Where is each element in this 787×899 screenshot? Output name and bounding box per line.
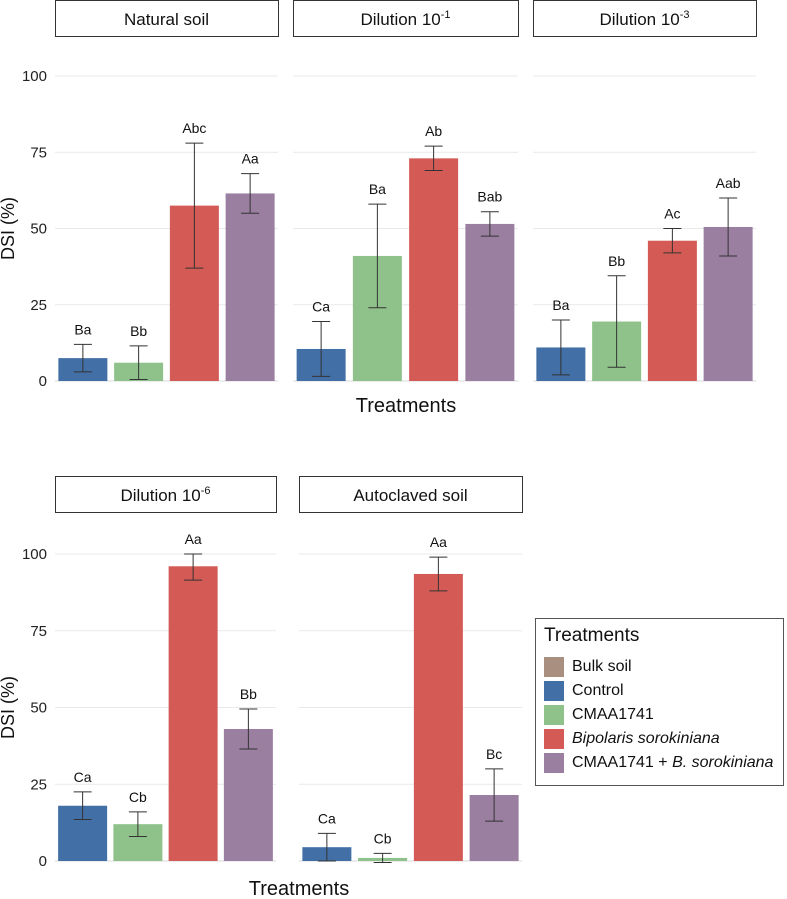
strip-box: [55, 0, 279, 37]
legend-swatch-bipolaris: [544, 729, 564, 749]
y-tick-label-0: 0: [39, 373, 47, 390]
significance-label-cmaa1741: Ba: [369, 181, 386, 197]
legend-label-combined-species: B. sorokiniana: [672, 754, 774, 771]
y-tick-label-25: 25: [30, 776, 47, 793]
legend-label-control: Control: [572, 682, 624, 699]
y-tick-label-100: 100: [22, 68, 47, 85]
significance-label-control: Ca: [312, 299, 330, 315]
significance-label-bipolaris-sorokiniana: Ac: [664, 206, 680, 222]
significance-label-bipolaris-sorokiniana: Aa: [430, 534, 447, 550]
significance-label-control: Ba: [74, 321, 91, 337]
strip-box: [293, 0, 519, 37]
significance-label-cmaa1741: Cb: [374, 830, 392, 846]
strip-label-exponent: -3: [680, 9, 690, 21]
strip-label: Autoclaved soil: [353, 486, 467, 505]
x-axis-title-bottom: Treatments: [249, 878, 349, 899]
strip-box: [299, 476, 523, 513]
y-tick-label-25: 25: [30, 297, 47, 314]
legend-label-bulk-soil: Bulk soil: [572, 658, 632, 675]
panel-natural-soil: Natural soil Ba Bb Abc Aa 0 25 50 75 100 DSI (%): [0, 0, 279, 390]
legend-label-combined: CMAA1741 + B. sorokiniana: [572, 754, 773, 772]
strip-box: [55, 476, 277, 513]
bar-bipolaris-sorokiniana: [647, 240, 697, 381]
legend-item-cmaa1741: CMAA1741: [544, 703, 775, 727]
legend-swatch-control: [544, 681, 564, 701]
panel-dilution-10-1: Dilution 10-1 Ca Ba Ab Bab: [293, 0, 519, 382]
legend-title: Treatments: [544, 625, 640, 646]
strip-label: Natural soil: [124, 10, 209, 29]
bar-cmaa1741-b-sorokiniana: [465, 223, 515, 381]
legend-label-bipolaris: Bipolaris sorokiniana: [572, 730, 720, 747]
y-tick-label-75: 75: [30, 623, 47, 640]
x-axis-title-top: Treatments: [356, 395, 456, 417]
significance-label-cmaa1741-b-sorokiniana: Aab: [716, 175, 741, 191]
bar-bipolaris-sorokiniana: [168, 566, 218, 861]
panel-dilution-10-3: Dilution 10-3 Ba Bb Ac Aab: [533, 0, 757, 382]
y-tick-label-50: 50: [30, 221, 47, 238]
strip-label: Dilution 10-6: [120, 485, 210, 505]
legend-item-bipolaris: Bipolaris sorokiniana: [544, 727, 775, 751]
legend-swatch-cmaa1741: [544, 705, 564, 725]
strip-label: Dilution 10-1: [360, 9, 450, 29]
significance-label-bipolaris-sorokiniana: Abc: [182, 120, 206, 136]
y-axis-title: DSI (%): [0, 197, 18, 260]
legend-item-combined: CMAA1741 + B. sorokiniana: [544, 751, 775, 775]
y-tick-label-100: 100: [22, 546, 47, 563]
significance-label-bipolaris-sorokiniana: Aa: [185, 531, 202, 547]
y-axis-title: DSI (%): [0, 676, 18, 739]
strip-label: Dilution 10-3: [599, 9, 689, 29]
legend-swatch-combined: [544, 753, 564, 773]
strip-label-exponent: -6: [201, 485, 211, 497]
significance-label-cmaa1741-b-sorokiniana: Bc: [486, 746, 502, 762]
legend-item-bulk-soil: Bulk soil: [544, 655, 775, 679]
bar-cmaa1741-b-sorokiniana: [225, 193, 275, 381]
bar-bipolaris-sorokiniana: [409, 158, 459, 381]
significance-label-cmaa1741-b-sorokiniana: Aa: [242, 151, 259, 167]
legend: Treatments Bulk soil Control CMAA1741 Bi…: [535, 618, 784, 786]
strip-box: [533, 0, 757, 37]
significance-label-control: Ca: [318, 810, 336, 826]
bar-cmaa1741-b-sorokiniana: [223, 728, 273, 861]
y-tick-label-0: 0: [39, 853, 47, 870]
strip-label-exponent: -1: [441, 9, 451, 21]
significance-label-control: Ca: [74, 769, 92, 785]
significance-label-bipolaris-sorokiniana: Ab: [425, 123, 442, 139]
panel-dilution-10-6: Dilution 10-6 Ca Cb Aa Bb 0 25 50 75 100 DSI (%): [0, 476, 277, 870]
legend-label-cmaa1741: CMAA1741: [572, 706, 654, 723]
significance-label-cmaa1741-b-sorokiniana: Bb: [240, 686, 257, 702]
y-tick-label-75: 75: [30, 144, 47, 161]
significance-label-cmaa1741: Bb: [130, 323, 147, 339]
bar-bipolaris-sorokiniana: [413, 573, 463, 861]
panel-autoclaved-soil: Autoclaved soil Ca Cb Aa Bc: [299, 476, 523, 864]
significance-label-cmaa1741: Cb: [129, 789, 147, 805]
legend-label-combined-prefix: CMAA1741 +: [572, 754, 673, 771]
legend-item-control: Control: [544, 679, 775, 703]
legend-swatch-bulk-soil: [544, 657, 564, 677]
significance-label-control: Ba: [552, 297, 569, 313]
y-tick-label-50: 50: [30, 700, 47, 717]
significance-label-cmaa1741-b-sorokiniana: Bab: [477, 189, 502, 205]
significance-label-cmaa1741: Bb: [608, 253, 625, 269]
